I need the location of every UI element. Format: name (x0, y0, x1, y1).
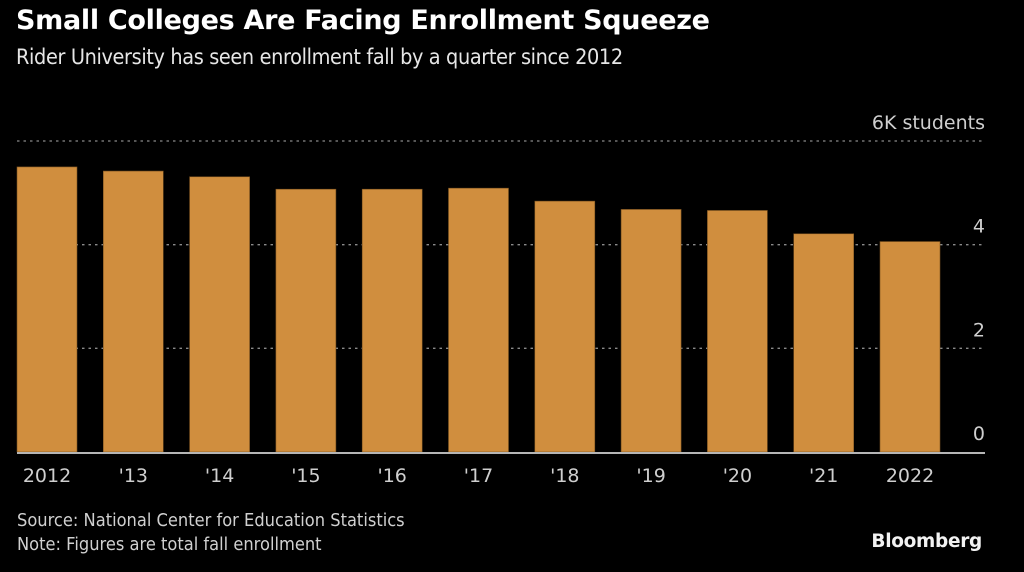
chart-title: Small Colleges Are Facing Enrollment Squ… (16, 5, 710, 36)
bar (103, 170, 164, 453)
x-tick-label: '21 (809, 465, 838, 487)
y-tick-label: 6K students (872, 112, 985, 134)
x-axis-labels: 2012 '13 '14 '15 '16 '17 '18 '19 '20 '21 2022 (23, 465, 934, 487)
bar (275, 188, 337, 453)
y-tick-label: 0 (973, 423, 985, 445)
footnote: Note: Figures are total fall enrollment (17, 535, 322, 555)
bar (16, 166, 78, 453)
source-note: Source: National Center for Education St… (17, 511, 405, 531)
x-tick-label: '18 (550, 465, 579, 487)
chart-subtitle: Rider University has seen enrollment fal… (16, 45, 623, 69)
y-tick-label: 2 (973, 319, 985, 341)
bar (620, 209, 682, 453)
bar (189, 176, 250, 453)
bar (534, 200, 596, 453)
x-tick-label: '19 (636, 465, 665, 487)
x-tick-label: '14 (205, 465, 234, 487)
bar (448, 187, 509, 453)
x-tick-label: '13 (119, 465, 148, 487)
bar (361, 188, 423, 453)
x-tick-label: 2022 (886, 465, 934, 487)
bars (16, 166, 941, 453)
y-tick-label: 4 (973, 216, 985, 238)
x-tick-label: '17 (464, 465, 493, 487)
y-axis-labels: 0 2 4 6K students (872, 112, 985, 445)
x-tick-label: 2012 (23, 465, 71, 487)
bar (879, 241, 941, 453)
x-tick-label: '15 (291, 465, 320, 487)
bar (793, 233, 855, 453)
bloomberg-logo: Bloomberg (871, 531, 982, 552)
x-tick-label: '20 (723, 465, 752, 487)
bar (707, 210, 768, 453)
x-tick-label: '16 (377, 465, 406, 487)
